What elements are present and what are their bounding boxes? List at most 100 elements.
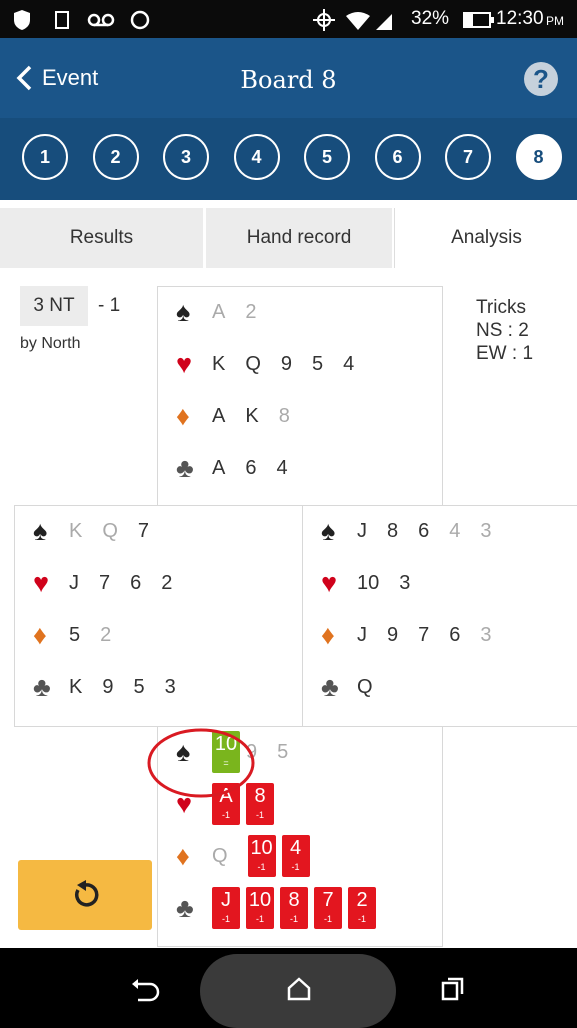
card[interactable]: 8-1 <box>280 887 308 929</box>
suit-symbol: ♣ <box>33 672 69 703</box>
card-rank: 7 <box>99 572 110 595</box>
clock-meridiem: PM <box>546 14 564 28</box>
signal-icons <box>312 8 412 32</box>
suit-symbol: ♣ <box>321 672 357 703</box>
status-icons <box>12 8 152 32</box>
card-rank: Q <box>212 845 228 868</box>
nav-back[interactable] <box>130 976 160 1004</box>
card-rank: 5 <box>312 353 323 376</box>
app-header: Event Board 8 ? <box>0 38 577 118</box>
card-rank: 7 <box>418 624 429 647</box>
suit-symbol: ♠ <box>321 516 357 547</box>
suit-symbol: ♣ <box>176 453 212 484</box>
board-button[interactable]: 7 <box>445 134 491 180</box>
tab[interactable]: Analysis <box>394 208 577 268</box>
card[interactable]: 7-1 <box>314 887 342 929</box>
card-score: -1 <box>292 861 300 873</box>
tab[interactable]: Hand record <box>206 208 392 268</box>
card-rank: K <box>69 520 82 543</box>
card-rank: 4 <box>276 457 287 480</box>
card-score: -1 <box>222 913 230 925</box>
card-rank: 6 <box>130 572 141 595</box>
card-rank: Q <box>102 520 118 543</box>
board-button[interactable]: 6 <box>375 134 421 180</box>
card-rank: A <box>212 405 225 428</box>
board-button[interactable]: 5 <box>304 134 350 180</box>
screen: 32% 12:30 PM Event Board 8 ? 12345678 Re… <box>0 0 577 1028</box>
card-rank: J <box>221 887 231 913</box>
card[interactable]: 10-1 <box>248 835 276 877</box>
card-rank: 8 <box>288 887 299 913</box>
tab-bar: ResultsHand recordAnalysis <box>0 200 577 270</box>
card-rank: 5 <box>277 741 288 764</box>
card-score: -1 <box>324 913 332 925</box>
suit-symbol: ♦ <box>176 401 212 432</box>
suit-row: ♣Q <box>321 667 393 707</box>
card-rank: 8 <box>387 520 398 543</box>
suit-symbol: ♦ <box>321 620 357 651</box>
board-button[interactable]: 8 <box>516 134 562 180</box>
nav-recents[interactable] <box>440 976 466 1002</box>
card-rank: 2 <box>161 572 172 595</box>
board-button[interactable]: 1 <box>22 134 68 180</box>
suit-symbol: ♣ <box>176 893 212 924</box>
tricks-ns: NS : 2 <box>476 319 533 342</box>
card-rank: 5 <box>69 624 80 647</box>
card-rank: 5 <box>133 676 144 699</box>
battery-text: 32% <box>411 8 449 30</box>
board-button[interactable]: 2 <box>93 134 139 180</box>
card-rank: K <box>69 676 82 699</box>
card-rank: Q <box>245 353 261 376</box>
card-rank: 3 <box>480 624 491 647</box>
card-rank: 6 <box>245 457 256 480</box>
card-rank: 9 <box>387 624 398 647</box>
card-rank: K <box>212 353 225 376</box>
tab[interactable]: Results <box>0 208 203 268</box>
card-score: -1 <box>256 913 264 925</box>
card-rank: 10 <box>249 887 271 913</box>
page-title: Board 8 <box>0 66 577 94</box>
card-score: -1 <box>222 809 230 821</box>
north-hand: ♠A2♥KQ954♦AK8♣A64 <box>157 286 443 506</box>
declarer: by North <box>20 335 80 353</box>
suit-symbol: ♦ <box>33 620 69 651</box>
card-rank: 4 <box>290 835 301 861</box>
highlight-circle <box>145 725 257 801</box>
card-rank: 10 <box>250 835 272 861</box>
card-rank: J <box>69 572 79 595</box>
nav-home[interactable] <box>286 976 312 1002</box>
tricks-panel: Tricks NS : 2 EW : 1 <box>476 296 533 365</box>
card-score: -1 <box>258 861 266 873</box>
card-rank: J <box>357 520 367 543</box>
card-rank: J <box>357 624 367 647</box>
card[interactable]: 4-1 <box>282 835 310 877</box>
board-button[interactable]: 3 <box>163 134 209 180</box>
undo-button[interactable] <box>18 860 152 930</box>
card[interactable]: 2-1 <box>348 887 376 929</box>
help-button[interactable]: ? <box>524 62 558 96</box>
card-rank: 7 <box>322 887 333 913</box>
card-rank: Q <box>357 676 373 699</box>
nav-bar <box>0 948 577 1028</box>
card-score: -1 <box>290 913 298 925</box>
suit-symbol: ♥ <box>321 568 357 599</box>
card-score: -1 <box>358 913 366 925</box>
card-rank: 2 <box>100 624 111 647</box>
card-rank: 3 <box>165 676 176 699</box>
west-hand: ♠KQ7♥J762♦52♣K953 <box>14 505 303 727</box>
card[interactable]: 10-1 <box>246 887 274 929</box>
card-score: -1 <box>256 809 264 821</box>
card-rank: 8 <box>279 405 290 428</box>
card-rank: 2 <box>356 887 367 913</box>
board-button[interactable]: 4 <box>234 134 280 180</box>
card[interactable]: J-1 <box>212 887 240 929</box>
card-rank: 6 <box>418 520 429 543</box>
card-rank: 2 <box>245 301 256 324</box>
suit-symbol: ♥ <box>33 568 69 599</box>
